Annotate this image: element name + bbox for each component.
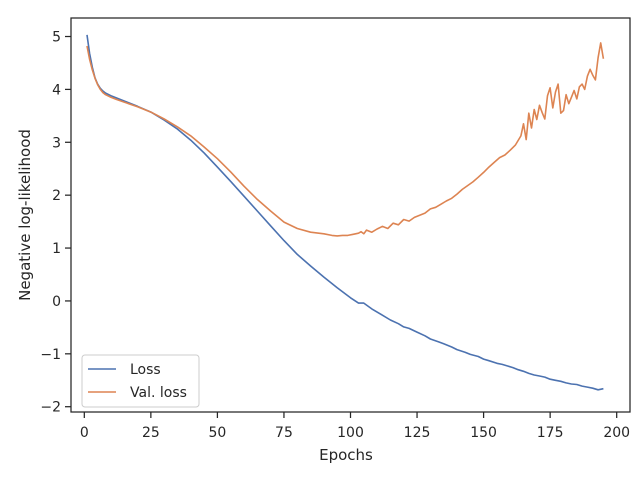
x-tick-label: 175 <box>537 425 564 441</box>
x-tick-label: 75 <box>275 425 293 441</box>
legend-label-loss: Loss <box>130 362 161 378</box>
legend-box <box>81 354 200 408</box>
series-layer <box>86 34 605 391</box>
series-line-val-loss <box>86 42 605 237</box>
y-tick-label: 3 <box>52 135 61 151</box>
y-tick-label: 2 <box>52 188 61 204</box>
tick-layer: 0 25 50 75 100 125 150 175 200 −2 −1 0 1 2 3 4 5 <box>40 30 630 441</box>
x-tick-label: 50 <box>208 425 226 441</box>
x-tick-label: 200 <box>603 425 630 441</box>
y-tick-label: 1 <box>52 241 61 257</box>
x-tick-label: 0 <box>80 425 89 441</box>
x-tick-label: 25 <box>142 425 160 441</box>
legend-label-val-loss: Val. loss <box>130 385 187 401</box>
y-tick-label: −2 <box>40 400 61 416</box>
x-tick-label: 150 <box>470 425 497 441</box>
y-tick-label: −1 <box>40 347 61 363</box>
x-tick-label: 125 <box>404 425 431 441</box>
plot-frame <box>70 17 631 413</box>
plot-background <box>71 18 630 412</box>
x-axis-label: Epochs <box>319 446 373 464</box>
y-tick-label: 0 <box>52 294 61 310</box>
y-tick-label: 4 <box>52 82 61 98</box>
y-tick-label: 5 <box>52 30 61 46</box>
x-tick-label: 100 <box>337 425 364 441</box>
legend: Loss Val. loss <box>81 354 200 408</box>
y-axis-label: Negative log-likelihood <box>16 129 34 301</box>
